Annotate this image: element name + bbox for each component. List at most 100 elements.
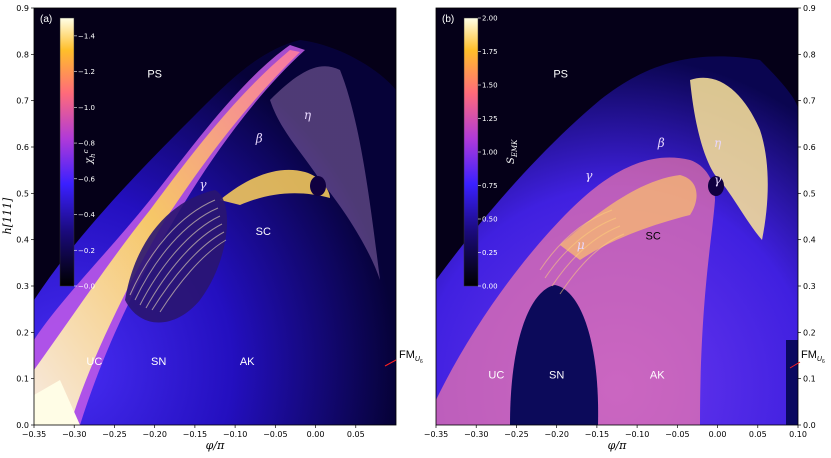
panel-b-eta-bright: [690, 77, 768, 240]
y-tick-label: 0.7: [803, 97, 816, 106]
region-label: SN: [549, 370, 564, 382]
panel-b-sc-ridge: [560, 175, 697, 260]
colorbar-tick-label: 1.25: [482, 115, 498, 123]
panel-b-dark-pocket: [708, 176, 724, 196]
x-tick-label: −0.30: [464, 430, 489, 439]
region-label: PS: [147, 69, 162, 81]
panel-a-oscillation-stripes: [129, 199, 227, 313]
region-label: SC: [646, 231, 661, 243]
colorbar-tick-label: −0.0: [78, 283, 95, 291]
panel-a-fm-annotation: FMU6: [384, 349, 423, 367]
colorbar-tick-label: −1.2: [78, 68, 95, 76]
x-tick-label: 0.00: [709, 430, 727, 439]
colorbar-tick-label: −0.2: [78, 247, 95, 255]
panel-b-x-label: φ/π: [608, 439, 627, 452]
panel-b-oscillation-stripes: [539, 209, 625, 295]
panel-a-y-ticks: 0.0 0.1 0.2 0.3 0.4 0.5 0.6 0.7 0.8 0.9: [16, 4, 34, 430]
panel-b-colorbar-strip: [463, 17, 479, 287]
x-tick-label: −0.10: [223, 430, 248, 439]
region-label: AK: [240, 356, 255, 368]
region-label: UC: [86, 356, 102, 368]
region-label: PS: [553, 69, 568, 81]
y-tick-label: 0.6: [16, 143, 29, 152]
y-tick-label: 0.0: [16, 421, 29, 430]
x-tick-label: −0.20: [544, 430, 569, 439]
panel-b-fm-arrow: [789, 361, 801, 369]
panel-a-colorbar-strip: [59, 17, 75, 287]
colorbar-tick-label: −1.0: [78, 104, 95, 112]
x-tick-label: −0.35: [424, 430, 449, 439]
panel-a-y-label: h[111]: [1, 197, 14, 234]
panel-a-x-label: φ/π: [206, 439, 225, 452]
region-label: β: [255, 131, 263, 145]
region-label: SN: [151, 356, 166, 368]
x-tick-label: −0.30: [62, 430, 87, 439]
region-label: η: [304, 108, 312, 122]
x-tick-label: 0.10: [789, 430, 807, 439]
panel-a-eta-region: [270, 66, 380, 280]
panel-b-region-labels: PS β η γ γ μ SC UC SN AK: [488, 69, 722, 382]
panel-a-region-labels: PS β η γ SC UC SN AK: [86, 69, 312, 368]
panel-b-fm-annotation: FMU6: [789, 349, 825, 369]
region-label: μ: [577, 238, 585, 252]
colorbar-tick-label: −0.4: [78, 211, 96, 219]
colorbar-tick-label: 0.75: [482, 182, 498, 190]
colorbar-tick-label: −0.8: [78, 140, 95, 148]
x-tick-label: −0.15: [585, 430, 610, 439]
y-tick-label: 0.7: [16, 97, 29, 106]
y-tick-label: 0.1: [803, 375, 816, 384]
panel-b-fm-label: FMU6: [801, 349, 825, 365]
y-tick-label: 0.4: [803, 236, 816, 245]
y-tick-label: 0.0: [803, 421, 816, 430]
x-tick-label: −0.20: [142, 430, 167, 439]
x-tick-label: −0.35: [22, 430, 47, 439]
y-tick-label: 0.3: [16, 282, 29, 291]
panel-a-tag: (a): [40, 14, 52, 25]
panel-b-tag: (b): [442, 14, 454, 25]
x-tick-label: 0.00: [307, 430, 325, 439]
panel-a-frame: [33, 7, 397, 426]
y-tick-label: 0.2: [16, 328, 29, 337]
panel-a-colorbar: −0.0 −0.2 −0.4 −0.6 −0.8 −1.0 −1.2 −1.4 χhc: [59, 17, 97, 291]
y-tick-label: 0.1: [16, 375, 29, 384]
colorbar-tick-label: 1.50: [482, 82, 498, 90]
y-tick-label: 0.9: [16, 4, 29, 13]
panel-b-colorbar: 2.00 1.75 1.50 1.25 1.00 0.75 0.50 0.25 0.00 SEM…: [463, 15, 519, 291]
panel-a-x-ticks: −0.35 −0.30 −0.25 −0.20 −0.15 −0.10 −0.05 0.00 0…: [22, 425, 365, 439]
panel-b-y-ticks: 0.0 0.1 0.2 0.3 0.4 0.5 0.6 0.7 0.8 0.9: [798, 4, 816, 430]
x-tick-label: −0.05: [263, 430, 288, 439]
y-tick-label: 0.9: [803, 4, 816, 13]
panel-a-sc-ridge: [220, 169, 330, 205]
x-tick-label: −0.25: [504, 430, 529, 439]
colorbar-tick-label: 0.25: [482, 249, 498, 257]
panel-a-colorbar-label: χhc: [82, 149, 97, 165]
panel-b-colorbar-label: SEMK: [506, 139, 519, 164]
panel-a-heatmap: [34, 8, 396, 425]
colorbar-tick-label: 2.00: [482, 15, 498, 23]
panel-a-fm-arrow: [384, 359, 397, 367]
y-tick-label: 0.2: [803, 328, 816, 337]
panel-a-dark-pocket: [310, 176, 326, 196]
region-label: SC: [256, 226, 271, 238]
region-label: β: [657, 136, 665, 150]
region-label: η: [714, 136, 722, 150]
y-tick-label: 0.8: [16, 50, 29, 59]
x-tick-label: −0.10: [625, 430, 650, 439]
panel-a: (a) −0.0 −0.2 −0.4 −0.6 −0.8 −1.0 −1.2 −1.4 χhc…: [1, 4, 423, 452]
panel-b-fm-strip: [786, 340, 798, 425]
panel-b-heatmap: [436, 8, 798, 425]
panel-a-oscillation-region: [125, 190, 227, 323]
y-tick-label: 0.3: [803, 282, 816, 291]
x-tick-label: 0.05: [749, 430, 767, 439]
colorbar-tick-label: 0.50: [482, 216, 498, 224]
x-tick-label: −0.25: [102, 430, 127, 439]
panel-a-bright-band: [34, 50, 300, 425]
region-label: γ: [199, 178, 207, 192]
panel-b: (b) 2.001.751.501.251.000.750.500.250.00…: [424, 4, 825, 452]
x-tick-label: −0.05: [665, 430, 690, 439]
panel-a-uc-glow: [34, 380, 80, 425]
panel-b-x-ticks: −0.35 −0.30 −0.25 −0.20 −0.15 −0.10 −0.05 0.00 0…: [424, 425, 807, 439]
y-tick-label: 0.5: [803, 189, 816, 198]
panel-a-colorbar-ticks: −0.0 −0.2 −0.4 −0.6 −0.8 −1.0 −1.2 −1.4: [74, 32, 96, 291]
